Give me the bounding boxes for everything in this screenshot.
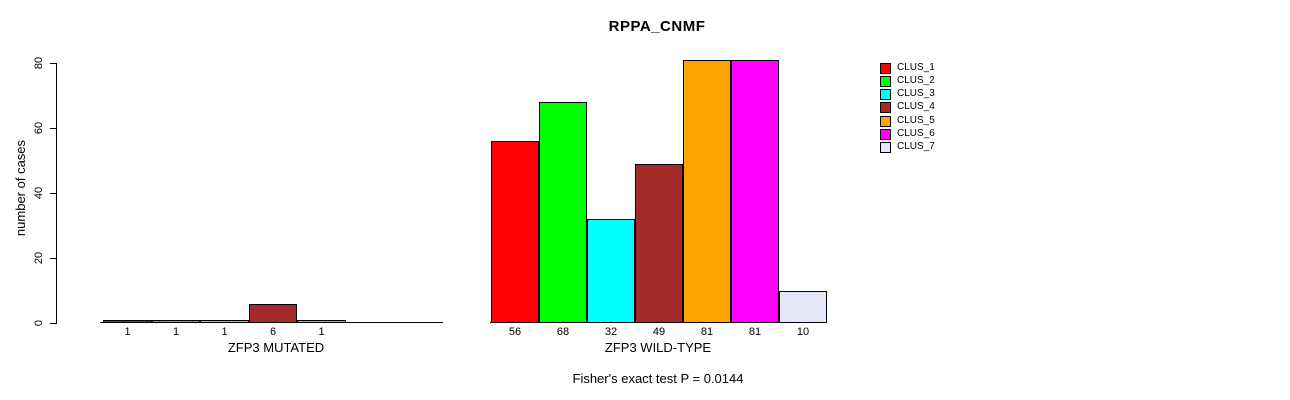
y-tick: [50, 323, 57, 324]
bar-value-label-zfp3-wild-type-clus_2: 68: [556, 326, 570, 338]
y-tick: [50, 128, 57, 129]
legend-swatch-clus_4: [880, 102, 891, 113]
legend-swatch-clus_2: [880, 76, 891, 87]
bar-zfp3-mutated-clus_1: [103, 320, 152, 323]
legend-label-clus_2: CLUS_2: [897, 75, 935, 86]
legend-swatch-clus_5: [880, 116, 891, 127]
bar-value-label-zfp3-mutated-clus_5: 1: [318, 326, 325, 338]
y-tick: [50, 63, 57, 64]
legend-label-clus_4: CLUS_4: [897, 101, 935, 112]
bar-value-label-zfp3-mutated-clus_4: 6: [269, 326, 277, 338]
bar-zfp3-wild-type-clus_2: [539, 102, 587, 323]
y-tick-label: 60: [33, 121, 45, 135]
legend-label-clus_5: CLUS_5: [897, 115, 935, 126]
bar-zfp3-wild-type-clus_1: [491, 141, 539, 323]
y-axis-label: number of cases: [13, 139, 28, 237]
legend-swatch-clus_7: [880, 142, 891, 153]
y-tick-label: 20: [33, 251, 45, 265]
bar-value-label-zfp3-wild-type-clus_7: 10: [796, 326, 810, 338]
bar-zfp3-mutated-clus_4: [249, 304, 297, 323]
y-tick-label: 40: [33, 186, 45, 200]
group-label-zfp3-mutated: ZFP3 MUTATED: [227, 340, 325, 355]
bar-value-label-zfp3-wild-type-clus_3: 32: [604, 326, 618, 338]
legend-label-clus_6: CLUS_6: [897, 128, 935, 139]
legend-label-clus_7: CLUS_7: [897, 141, 935, 152]
legend-label-clus_3: CLUS_3: [897, 88, 935, 99]
bar-zfp3-wild-type-clus_5: [683, 60, 731, 323]
bar-zfp3-wild-type-clus_7: [779, 291, 827, 323]
bar-value-label-zfp3-wild-type-clus_5: 81: [700, 326, 714, 338]
fisher-test-footnote: Fisher's exact test P = 0.0144: [572, 371, 744, 386]
bar-zfp3-wild-type-clus_3: [587, 219, 635, 323]
bar-zfp3-wild-type-clus_4: [635, 164, 683, 323]
legend-swatch-clus_6: [880, 129, 891, 140]
legend-swatch-clus_3: [880, 89, 891, 100]
bar-zfp3-mutated-clus_3: [200, 320, 249, 323]
bar-value-label-zfp3-mutated-clus_1: 1: [124, 326, 131, 338]
y-tick-label: 0: [33, 319, 45, 327]
y-tick-label: 80: [33, 56, 45, 70]
bar-value-label-zfp3-mutated-clus_2: 1: [172, 326, 180, 338]
bar-zfp3-mutated-clus_2: [152, 320, 200, 323]
bar-value-label-zfp3-wild-type-clus_4: 49: [652, 326, 666, 338]
bar-value-label-zfp3-mutated-clus_3: 1: [221, 326, 228, 338]
y-tick: [50, 193, 57, 194]
bar-zfp3-wild-type-clus_6: [731, 60, 779, 323]
bar-value-label-zfp3-wild-type-clus_6: 81: [748, 326, 762, 338]
bar-value-label-zfp3-wild-type-clus_1: 56: [508, 326, 522, 338]
y-tick: [50, 258, 57, 259]
chart-title: RPPA_CNMF: [608, 18, 706, 35]
group-label-zfp3-wild-type: ZFP3 WILD-TYPE: [604, 340, 712, 355]
bar-zfp3-mutated-clus_5: [297, 320, 346, 323]
legend-label-clus_1: CLUS_1: [897, 62, 935, 73]
legend-swatch-clus_1: [880, 63, 891, 74]
